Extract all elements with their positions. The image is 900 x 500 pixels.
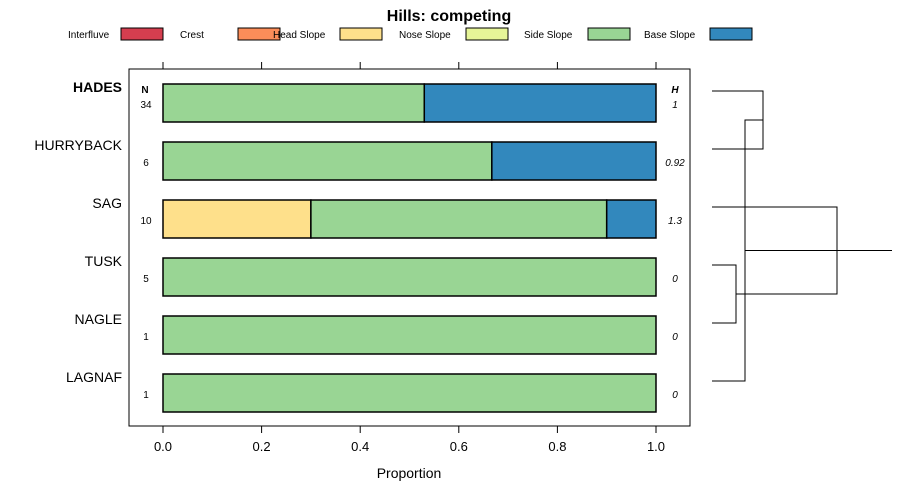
chart-title: Hills: competing	[387, 8, 511, 25]
legend-label-crest: Crest	[180, 30, 204, 41]
bar-segment-side-slope	[162, 83, 426, 123]
n-value: 1	[143, 332, 149, 343]
bar-segment-side-slope	[162, 315, 657, 355]
h-value: 0.92	[665, 158, 685, 169]
h-value: 0	[672, 390, 678, 401]
row-sag: SAG 10 1.3	[92, 195, 682, 239]
bar-segment-side-slope	[162, 373, 657, 413]
legend-swatch-head-slope	[339, 27, 383, 41]
n-value: 5	[143, 274, 149, 285]
n-column-header: N	[141, 85, 148, 96]
dendrogram	[712, 90, 892, 382]
legend-swatch-side-slope	[587, 27, 631, 41]
legend-label-side-slope: Side Slope	[524, 30, 573, 41]
n-value: 1	[143, 390, 149, 401]
bar-segment-base-slope	[605, 199, 657, 239]
row-label: SAG	[92, 195, 122, 211]
h-value: 0	[672, 274, 678, 285]
h-column-header: H	[671, 85, 679, 96]
x-tick-label: 0.8	[548, 439, 566, 454]
n-value: 10	[140, 216, 152, 227]
legend-swatch-base-slope	[709, 27, 753, 41]
plot-frame	[128, 68, 691, 427]
legend-swatch-crest	[237, 27, 281, 41]
legend-label-nose-slope: Nose Slope	[399, 30, 451, 41]
row-hurryback: HURRYBACK 6 0.92	[34, 137, 685, 181]
bar-segment-base-slope	[423, 83, 657, 123]
row-tusk: TUSK 5 0	[85, 253, 678, 297]
legend-label-base-slope: Base Slope	[644, 30, 696, 41]
row-label: NAGLE	[75, 311, 122, 327]
h-value: 1	[672, 100, 678, 111]
row-label: TUSK	[85, 253, 123, 269]
legend-swatch-nose-slope	[465, 27, 509, 41]
x-axis-title: Proportion	[377, 465, 442, 481]
legend-label-head-slope: Head Slope	[273, 30, 326, 41]
x-axis: 0.0 0.2 0.4 0.6 0.8 1.0	[154, 426, 665, 454]
dendrogram-branch	[712, 264, 737, 324]
n-value: 6	[143, 158, 149, 169]
bar-segment-base-slope	[491, 141, 657, 181]
n-value: 34	[140, 100, 152, 111]
row-label: LAGNAF	[66, 369, 122, 385]
row-lagnaf: LAGNAF 1 0	[66, 369, 678, 413]
bar-segment-side-slope	[310, 199, 608, 239]
bar-segment-head-slope	[162, 199, 312, 239]
row-label: HADES	[73, 79, 122, 95]
row-hades: HADES 34 1	[73, 79, 678, 123]
x-tick-label: 0.6	[450, 439, 468, 454]
legend-label-interfluve: Interfluve	[68, 30, 110, 41]
h-value: 0	[672, 332, 678, 343]
x-tick-label: 0.4	[351, 439, 369, 454]
row-label: HURRYBACK	[34, 137, 122, 153]
row-nagle: NAGLE 1 0	[75, 311, 678, 355]
legend: Interfluve Crest Head Slope Nose Slope Side …	[68, 27, 753, 41]
top-axis-ticks	[162, 62, 657, 69]
x-tick-label: 0.0	[154, 439, 172, 454]
h-value: 1.3	[668, 216, 682, 227]
bar-segment-side-slope	[162, 257, 657, 297]
x-tick-label: 0.2	[253, 439, 271, 454]
legend-swatch-interfluve	[120, 27, 164, 41]
bar-segment-side-slope	[162, 141, 493, 181]
x-tick-label: 1.0	[647, 439, 665, 454]
